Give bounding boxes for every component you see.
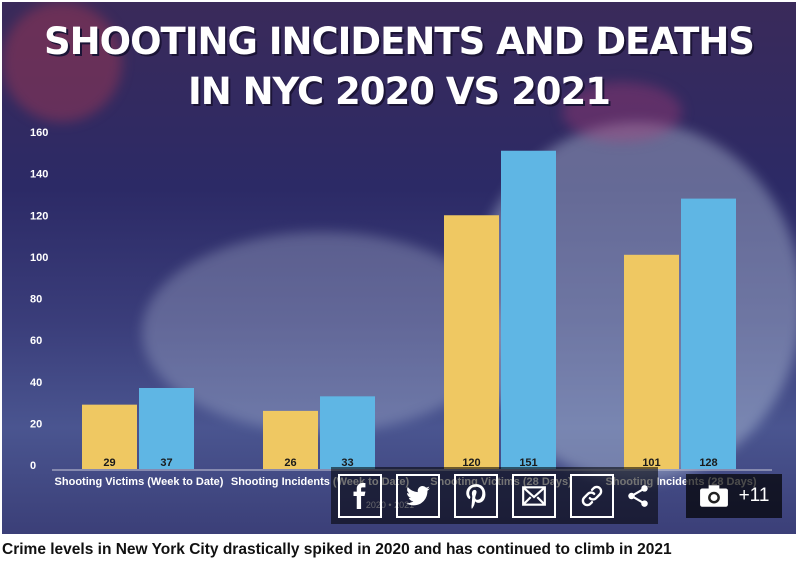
email-share-button[interactable] — [512, 474, 556, 518]
share-icon — [628, 485, 648, 507]
gallery-count: +11 — [738, 485, 770, 506]
pinterest-share-button[interactable] — [454, 474, 498, 518]
bar-data-label: 26 — [284, 457, 296, 469]
facebook-icon — [353, 483, 366, 509]
y-tick-label: 120 — [30, 210, 48, 222]
bar-2021 — [139, 387, 194, 469]
bar-2020 — [263, 410, 318, 469]
link-icon — [581, 485, 603, 507]
gallery-button[interactable]: +11 — [686, 474, 782, 518]
y-tick-label: 160 — [30, 127, 48, 139]
twitter-share-button[interactable] — [396, 474, 440, 518]
bar-2020 — [624, 254, 679, 469]
bar-data-label: 128 — [699, 457, 717, 469]
y-tick-label: 20 — [30, 418, 42, 430]
twitter-icon — [406, 486, 430, 506]
bar-data-label: 37 — [160, 457, 172, 469]
bar-2020 — [82, 404, 137, 469]
pinterest-icon — [466, 484, 486, 509]
y-tick-label: 100 — [30, 252, 48, 264]
y-tick-label: 40 — [30, 377, 42, 389]
bar-2021 — [681, 198, 736, 469]
x-category-label: Shooting Victims (Week to Date) — [55, 476, 224, 488]
siren-light-background — [562, 82, 682, 142]
red-light-background — [2, 2, 122, 122]
y-tick-label: 80 — [30, 294, 42, 306]
facebook-share-button[interactable] — [338, 474, 382, 518]
image-caption: Crime levels in New York City drasticall… — [2, 541, 672, 558]
bar-data-label: 120 — [462, 457, 480, 469]
bar-data-label: 29 — [103, 457, 115, 469]
bar-data-label: 33 — [341, 457, 353, 469]
email-icon — [522, 486, 546, 506]
camera-icon — [699, 485, 728, 507]
y-tick-label: 140 — [30, 169, 48, 181]
bar-data-label: 101 — [642, 457, 660, 469]
share-bar — [331, 467, 658, 524]
chart-image-frame: SHOOTING INCIDENTS AND DEATHS IN NYC 202… — [2, 2, 796, 534]
chart-title-line-2: IN NYC 2020 VS 2021 — [187, 70, 611, 113]
chart-title-line-1: SHOOTING INCIDENTS AND DEATHS — [44, 20, 755, 63]
copy-link-button[interactable] — [570, 474, 614, 518]
y-tick-label: 0 — [30, 460, 36, 472]
y-tick-label: 60 — [30, 335, 42, 347]
bar-2021 — [320, 396, 375, 469]
bar-2021 — [501, 150, 556, 469]
bar-chart: 0 20 40 60 80 100 120 140 160 29 26 120 101 37 33 151 12… — [30, 127, 772, 510]
more-share-button[interactable] — [616, 474, 660, 518]
bar-data-label: 151 — [519, 457, 537, 469]
bar-2020 — [444, 215, 499, 469]
